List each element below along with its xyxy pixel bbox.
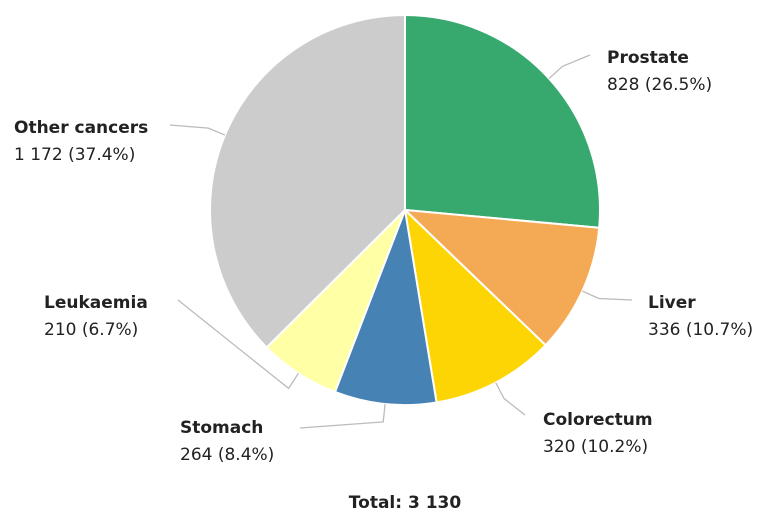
slice-label: Other cancers	[14, 118, 148, 138]
slice-value: 1 172 (37.4%)	[14, 145, 135, 165]
slice-label: Prostate	[607, 48, 689, 68]
leader-line	[177, 299, 299, 390]
total-label: Total: 3 130	[349, 493, 462, 513]
leader-line	[299, 403, 386, 429]
leader-line	[495, 382, 526, 416]
leader-line	[548, 54, 591, 80]
slice-label: Colorectum	[543, 410, 653, 430]
slice-value: 828 (26.5%)	[607, 75, 712, 95]
pie-slice	[404, 13, 601, 229]
slice-label: Leukaemia	[44, 293, 148, 313]
pie-slice	[333, 206, 438, 406]
slice-value: 320 (10.2%)	[543, 437, 648, 457]
slice-value: 210 (6.7%)	[44, 320, 138, 340]
slice-label: Stomach	[180, 418, 263, 438]
slice-label: Liver	[648, 293, 696, 313]
slice-value: 336 (10.7%)	[648, 320, 753, 340]
leader-line	[169, 124, 226, 136]
leader-line	[582, 290, 633, 301]
pie-slice	[402, 208, 601, 347]
pie-slice	[403, 207, 547, 404]
slice-value: 264 (8.4%)	[180, 445, 274, 465]
